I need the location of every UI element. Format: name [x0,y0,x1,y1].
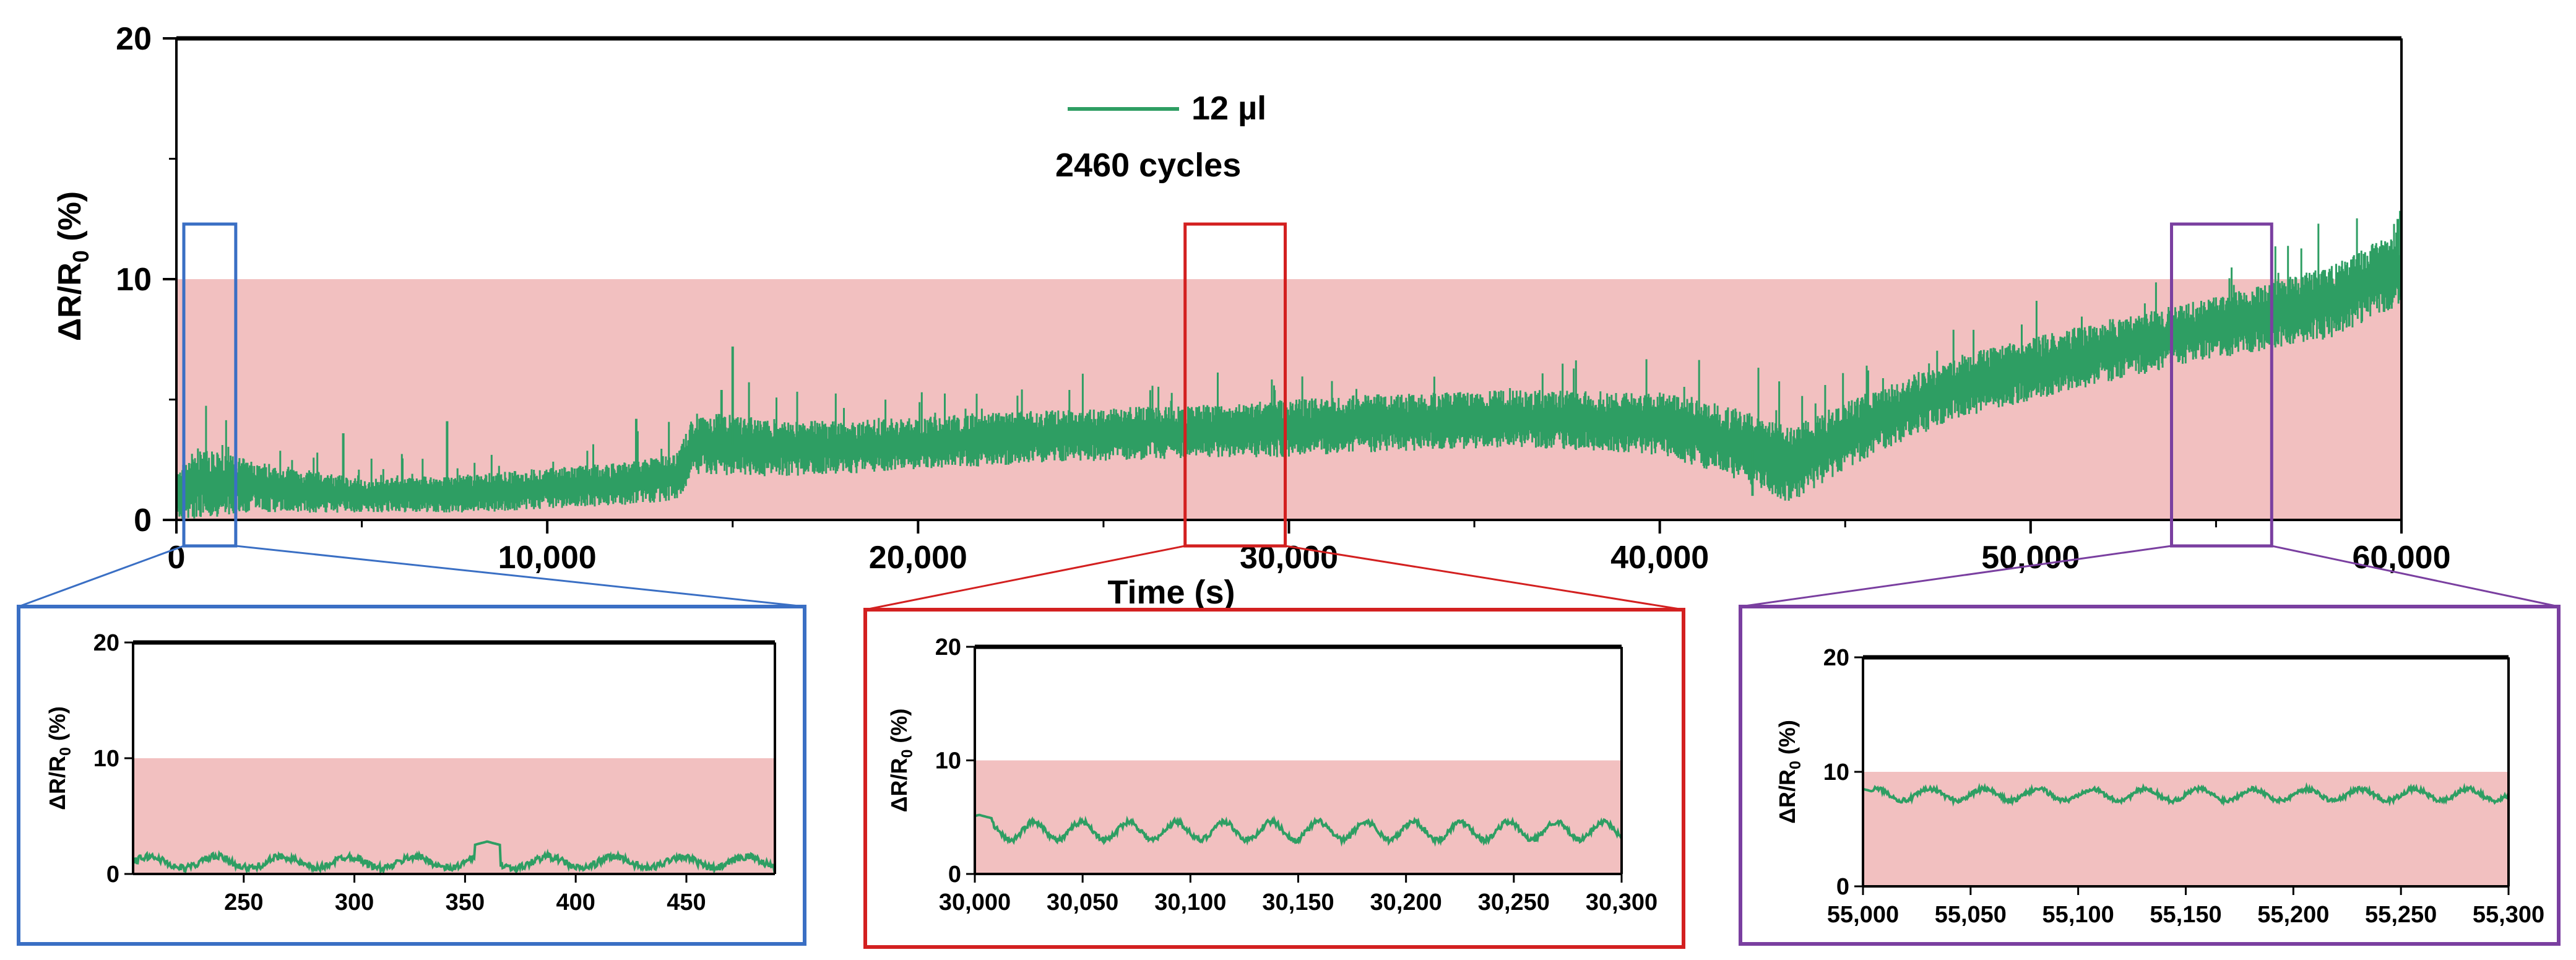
y-tick-label: 0 [134,503,152,538]
inset-x-tick-label: 450 [667,889,706,915]
x-tick-label: 40,000 [1610,540,1709,576]
zoom-region-box [182,222,238,548]
inset-x-tick-label: 30,000 [939,889,1011,915]
zoom-connector-right [235,545,805,608]
main-chart: 0 10,000 20,000 30,000 40,000 50,000 60,000010… [18,21,2559,611]
inset-x-tick-label: 400 [556,889,595,915]
inset-y-tick-label: 0 [106,862,119,888]
inset-safe-range-band [975,760,1622,874]
inset-x-tick-label: 350 [446,889,485,915]
inset-x-tick-label: 55,000 [1827,902,1899,928]
inset-safe-range-band [1863,772,2509,886]
x-tick-label: 20,000 [869,540,967,576]
inset-y-tick-label: 0 [948,862,961,888]
x-tick-label: 60,000 [2352,540,2450,576]
inset-x-tick-label: 55,250 [2365,902,2437,928]
inset-y-axis-label: ΔR/R0 (%) [886,709,916,813]
x-axis-label: Time (s) [1107,574,1235,611]
inset-y-tick-label: 20 [93,630,119,656]
inset-y-tick-label: 10 [93,746,119,772]
inset-y-tick-label: 10 [1823,759,1849,785]
inset-x-tick-label: 30,050 [1047,889,1118,915]
inset-safe-range-band [133,758,775,874]
inset-x-tick-label: 30,300 [1586,889,1658,915]
y-axis-label: ΔR/R0 (%) [52,191,93,341]
inset-y-tick-label: 10 [935,748,961,774]
zoom-connector-right [2271,545,2559,608]
inset-series-line [974,813,1623,847]
y-tick-label: 10 [116,262,152,298]
inset-chart: 30,000 30,050 30,100 30,150 30,200 30,250 30,3… [863,608,1685,949]
inset-x-tick-label: 30,100 [1154,889,1226,915]
inset-chart: 250 300 350 400 450 0 10 20 ΔR/R0 (%) [17,605,806,946]
inset-series-line [132,840,776,876]
inset-x-tick-label: 30,150 [1262,889,1334,915]
inset-x-tick-label: 300 [335,889,374,915]
cycles-annotation: 2460 cycles [1055,147,1241,184]
inset-x-tick-label: 55,200 [2257,902,2329,928]
zoom-connector-left [18,545,184,608]
legend: 12 µl [1068,90,1266,127]
inset-x-tick-label: 55,150 [2150,902,2221,928]
inset-x-tick-label: 30,250 [1478,889,1550,915]
inset-series-line [1862,782,2510,807]
inset-y-axis-label: ΔR/R0 (%) [45,706,74,810]
inset-y-axis-label: ΔR/R0 (%) [1774,720,1804,824]
inset-x-tick-label: 30,200 [1370,889,1442,915]
inset-x-tick-label: 55,050 [1935,902,2007,928]
inset-y-tick-label: 20 [1823,645,1849,671]
inset-y-tick-label: 0 [1836,874,1849,900]
inset-x-tick-label: 55,100 [2042,902,2114,928]
inset-chart: 55,000 55,050 55,100 55,150 55,200 55,250 55,3… [1739,605,2561,946]
y-tick-label: 20 [116,21,152,57]
zoom-region-box [1183,222,1287,548]
zoom-connector-right [1285,545,1684,611]
inset-y-tick-label: 20 [935,634,961,660]
inset-x-tick-label: 55,300 [2473,902,2544,928]
inset-x-tick-label: 250 [224,889,263,915]
legend-label: 12 µl [1191,90,1266,127]
x-tick-label: 10,000 [498,540,597,576]
zoom-region-box [2170,222,2273,548]
zoom-connector-left [865,545,1186,611]
zoom-connector-left [1740,545,2172,608]
